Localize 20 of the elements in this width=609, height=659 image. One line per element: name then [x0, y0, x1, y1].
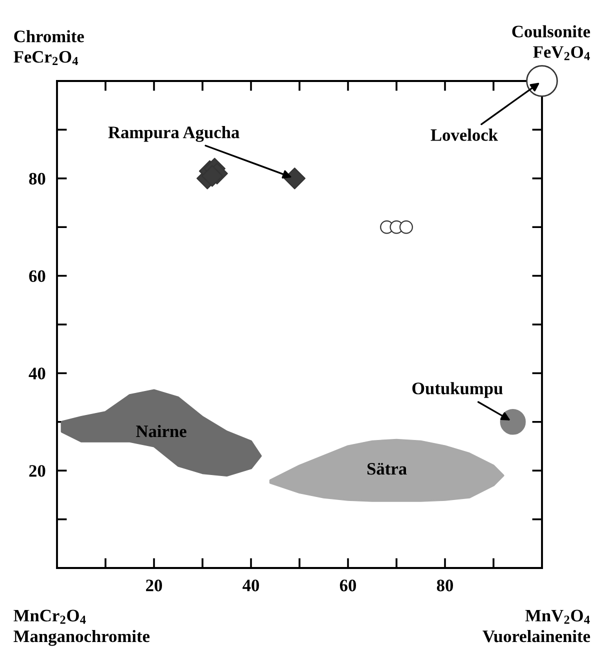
y-tick-label: 40 [28, 368, 46, 380]
point [284, 168, 306, 190]
annotation: Outukumpu [412, 382, 503, 398]
text: MnV$_{2}$O$_{4}$ Vuorelainenite [482, 610, 590, 642]
text: Chromite FeCr$_{2}$O$_{4}$ [14, 30, 84, 65]
y-tick-label: 20 [29, 465, 46, 477]
annotation: Lovelock [430, 128, 498, 141]
series-label: Sätra [367, 462, 407, 475]
x-tick-label: 40 [242, 580, 260, 592]
x-tick-label: 60 [340, 580, 356, 592]
point [399, 220, 413, 234]
text: Coulsonite FeV$_{2}$O$_{4}$ [512, 25, 590, 60]
text: MnCr$_{2}$O$_{4}$ Manganochromite [14, 610, 150, 646]
y-tick-label: 80 [29, 172, 46, 185]
x-tick-label: 80 [436, 580, 454, 592]
point [201, 165, 224, 187]
y-tick-label: 60 [29, 270, 46, 282]
x-tick-label: 20 [146, 580, 162, 592]
series-label: Nairne [136, 424, 186, 438]
annotation: Rampura Agucha [108, 126, 240, 142]
